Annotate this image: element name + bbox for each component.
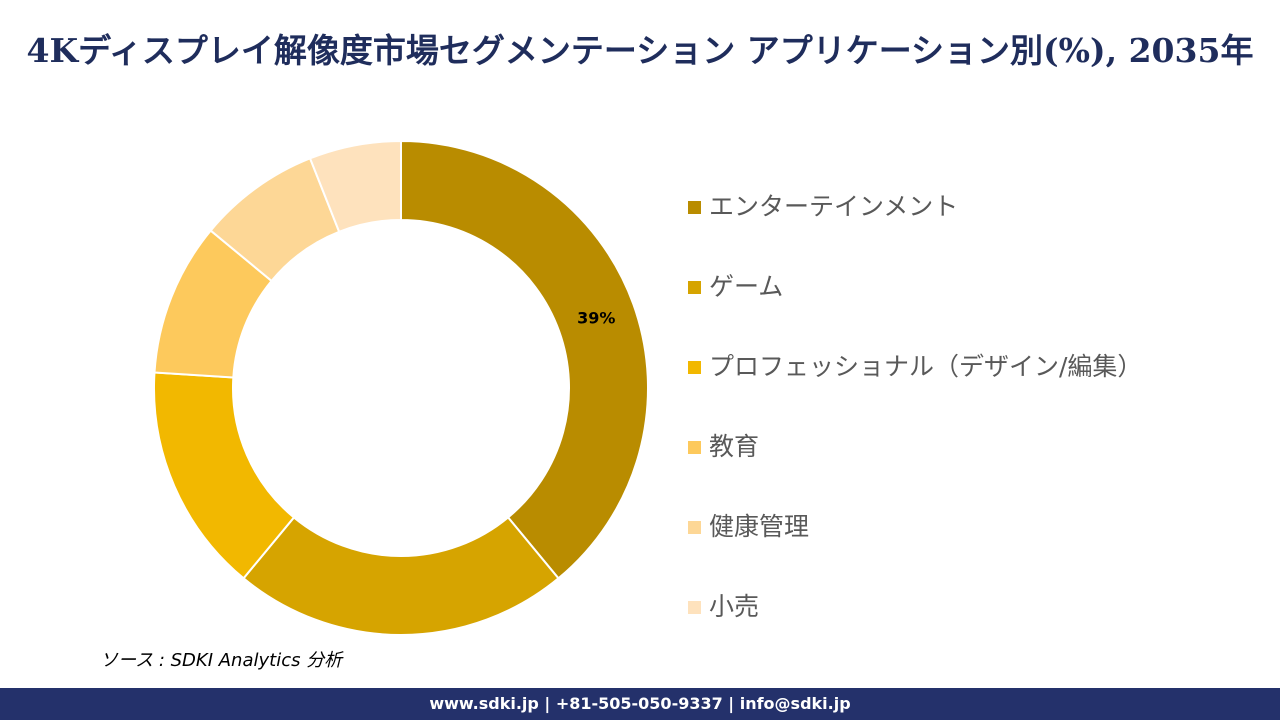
legend-item: ゲーム <box>688 245 1142 325</box>
legend-label: プロフェッショナル（デザイン/編集） <box>709 352 1143 381</box>
donut-slice-1 <box>242 516 560 636</box>
chart-title: 4Kディスプレイ解像度市場セグメンテーション アプリケーション別(%), 203… <box>26 31 1254 70</box>
legend-swatch <box>688 440 701 454</box>
legend-label: エンターテインメント <box>709 192 959 221</box>
legend-label: 小売 <box>709 592 760 621</box>
source-note: ソース : SDKI Analytics 分析 <box>100 650 343 671</box>
legend-swatch <box>688 360 701 374</box>
legend-label: 健康管理 <box>709 512 810 541</box>
legend-item: プロフェッショナル（デザイン/編集） <box>688 325 1142 405</box>
legend-swatch <box>688 520 701 534</box>
legend: エンターテインメント ゲームプロフェッショナル（デザイン/編集） 教育健康管理小売 <box>688 165 1142 645</box>
legend-item: エンターテインメント <box>688 165 1142 245</box>
legend-label: 教育 <box>709 432 760 461</box>
data-label-0: 39% <box>577 309 615 328</box>
legend-swatch <box>688 600 701 614</box>
legend-item: 教育 <box>688 405 1142 485</box>
legend-label: ゲーム <box>709 272 784 301</box>
donut-slice-5 <box>308 139 402 234</box>
legend-swatch <box>688 200 701 214</box>
legend-swatch <box>688 280 701 294</box>
footer-contact: www.sdki.jp | +81-505-050-9337 | info@sd… <box>0 688 1280 720</box>
legend-item: 小売 <box>688 565 1142 645</box>
donut-slice-0 <box>400 139 649 580</box>
legend-item: 健康管理 <box>688 485 1142 565</box>
